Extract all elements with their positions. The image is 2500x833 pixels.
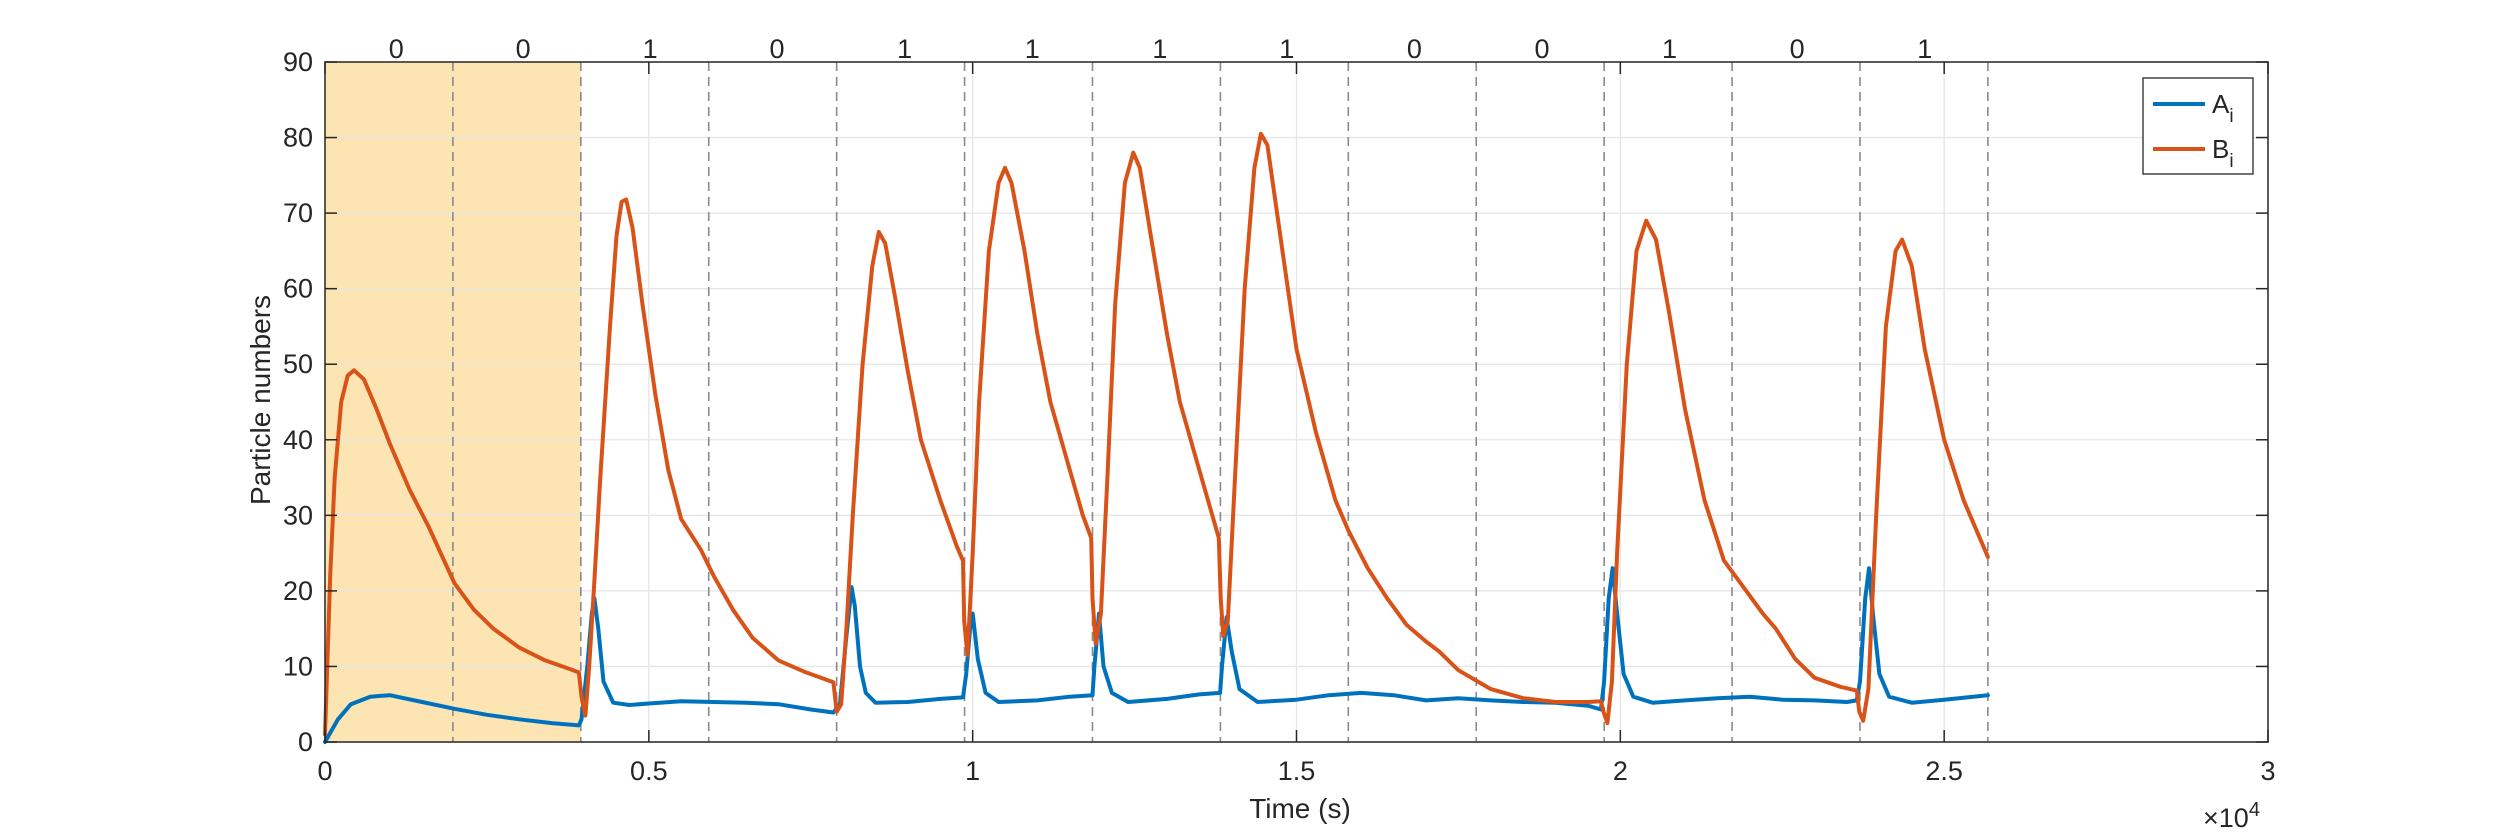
- bit-label: 1: [643, 34, 658, 64]
- series-line-b: [323, 131, 1990, 737]
- y-tick-label: 0: [298, 727, 313, 757]
- x-exponent-power: 4: [2249, 799, 2260, 821]
- bit-label: 1: [1662, 34, 1677, 64]
- bit-label: 1: [1279, 34, 1294, 64]
- legend-label-main: B: [2212, 134, 2229, 164]
- bit-label: 0: [1407, 34, 1422, 64]
- legend-label-b: Bi: [2212, 134, 2234, 172]
- legend-label-subscript: i: [2229, 106, 2233, 127]
- bit-label: 0: [1534, 34, 1549, 64]
- grid-layer: [324, 61, 2269, 743]
- bit-label: 0: [1790, 34, 1805, 64]
- bit-label: 1: [1917, 34, 1932, 64]
- y-tick-label: 70: [283, 198, 313, 228]
- legend-box: [2142, 77, 2254, 175]
- x-tick-label: 0.5: [630, 756, 668, 786]
- legend-label-main: A: [2212, 89, 2230, 119]
- x-exponent-base: ×10: [2203, 803, 2249, 833]
- legend-label-a: Ai: [2212, 89, 2234, 127]
- bit-label: 1: [1025, 34, 1040, 64]
- x-tick-label: 0: [317, 756, 332, 786]
- bit-label: 1: [897, 34, 912, 64]
- y-tick-label: 20: [283, 576, 313, 606]
- series-layer: [323, 131, 1990, 744]
- y-axis-title: Particle numbers: [245, 295, 276, 505]
- y-tick-label: 10: [283, 651, 313, 681]
- x-tick-label: 1: [965, 756, 980, 786]
- x-tick-label: 2: [1613, 756, 1628, 786]
- bit-label: 0: [516, 34, 531, 64]
- bit-label: 0: [389, 34, 404, 64]
- x-exponent-label: ×104: [2203, 799, 2260, 833]
- x-tick-label: 3: [2260, 756, 2275, 786]
- x-tick-label: 1.5: [1278, 756, 1316, 786]
- y-tick-label: 30: [283, 500, 313, 530]
- y-tick-label: 50: [283, 349, 313, 379]
- y-tick-label: 60: [283, 274, 313, 304]
- bit-label: 1: [1152, 34, 1167, 64]
- bit-boundary-lines: [452, 62, 1989, 742]
- y-tick-label: 80: [283, 123, 313, 153]
- legend-label-subscript: i: [2229, 151, 2233, 172]
- bit-labels: 0 0 1 0 1 1 1 1 0 0 1 0 1: [389, 34, 1933, 64]
- y-tick-label: 40: [283, 425, 313, 455]
- x-axis-title: Time (s): [1249, 793, 1351, 824]
- x-tick-label: 2.5: [1925, 756, 1963, 786]
- y-tick-label: 90: [283, 47, 313, 77]
- bit-label: 0: [770, 34, 785, 64]
